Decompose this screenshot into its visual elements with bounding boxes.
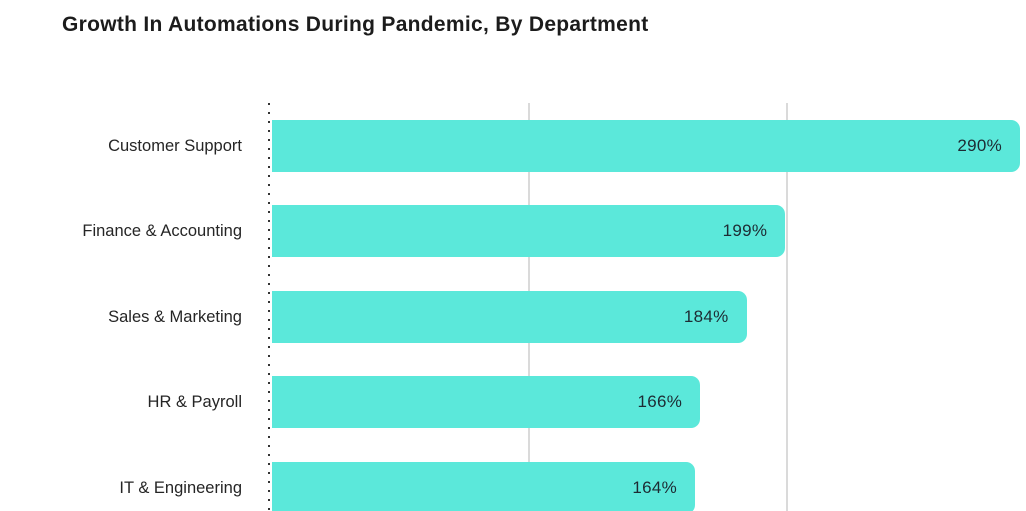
category-label: Sales & Marketing xyxy=(108,307,242,326)
chart-title: Growth In Automations During Pandemic, B… xyxy=(62,13,649,36)
bar-row: Finance & Accounting 199% xyxy=(0,205,1026,258)
bar: 199% xyxy=(272,205,786,258)
bar-value-label: 166% xyxy=(637,392,683,412)
category-label: Customer Support xyxy=(108,137,242,155)
bar-value-label: 199% xyxy=(722,221,768,241)
bar-value-label: 290% xyxy=(957,136,1002,155)
category-label: IT & Engineering xyxy=(119,478,242,497)
bar: 166% xyxy=(272,376,701,429)
category-label: Finance & Accounting xyxy=(82,222,242,241)
bar-value-label: 164% xyxy=(632,477,677,497)
bar: 184% xyxy=(272,290,747,343)
bar-chart: Customer Support 290% Finance & Accounting… xyxy=(0,103,1026,511)
bar-row: HR & Payroll 166% xyxy=(0,376,1026,429)
bar-row: Sales & Marketing 184% xyxy=(0,290,1026,343)
bar: 290% xyxy=(272,120,1020,172)
category-label: HR & Payroll xyxy=(147,393,242,412)
bar-row: IT & Engineering 164% xyxy=(0,461,1026,511)
gridline-200 xyxy=(785,103,788,511)
zero-axis-line xyxy=(268,103,270,511)
bar: 164% xyxy=(272,461,695,511)
bar-value-label: 184% xyxy=(683,306,729,326)
bar-row: Customer Support 290% xyxy=(0,120,1026,172)
